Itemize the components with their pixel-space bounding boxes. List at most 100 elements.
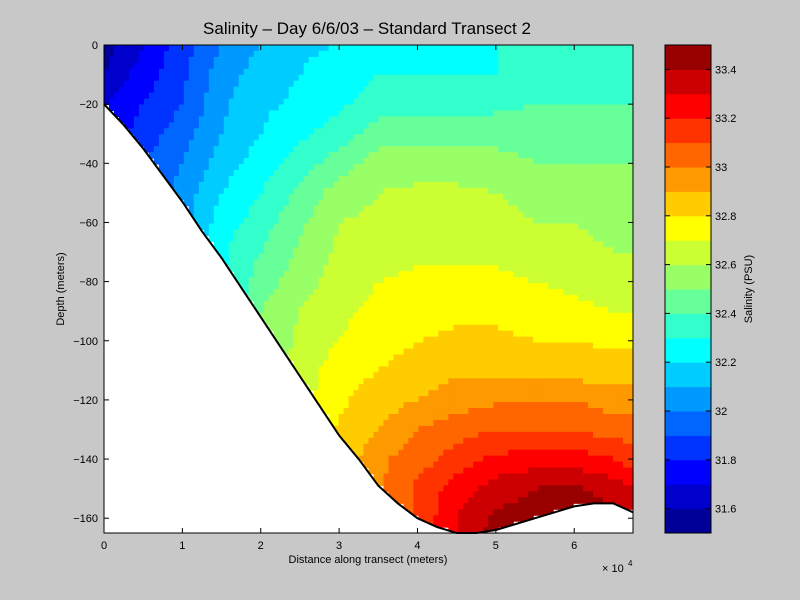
contour-cell — [293, 360, 300, 367]
contour-cell — [438, 372, 444, 379]
contour-cell — [423, 146, 429, 153]
contour-cell — [388, 134, 395, 141]
contour-cell — [508, 134, 514, 141]
contour-cell — [378, 289, 385, 296]
contour-cell — [243, 98, 250, 106]
contour-cell — [538, 152, 544, 159]
contour-cell — [283, 74, 290, 82]
contour-cell — [393, 152, 400, 159]
contour-cell — [398, 223, 405, 231]
contour-cell — [428, 455, 434, 463]
contour-cell — [238, 98, 245, 106]
contour-cell — [378, 449, 385, 457]
contour-cell — [443, 253, 449, 260]
contour-cell — [398, 366, 405, 373]
contour-cell — [508, 372, 514, 379]
contour-cell — [403, 205, 410, 213]
contour-cell — [468, 413, 474, 421]
contour-cell — [443, 467, 449, 475]
contour-cell — [483, 187, 489, 195]
contour-cell — [463, 491, 469, 498]
contour-cell — [468, 521, 474, 528]
contour-cell — [488, 384, 494, 391]
contour-cell — [518, 402, 524, 409]
contour-cell — [243, 289, 250, 296]
contour-cell — [503, 455, 509, 463]
contour-cell — [348, 56, 355, 64]
contour-cell — [353, 366, 360, 373]
contour-cell — [323, 247, 330, 254]
contour-cell — [108, 56, 115, 64]
contour-cell — [473, 128, 479, 135]
contour-cell — [408, 277, 415, 284]
contour-cell — [493, 241, 499, 248]
contour-cell — [358, 86, 365, 94]
contour-cell — [318, 271, 325, 278]
contour-cell — [343, 128, 350, 135]
contour-cell — [403, 56, 410, 64]
contour-cell — [173, 104, 180, 112]
contour-cell — [278, 283, 285, 290]
contour-cell — [493, 146, 499, 153]
contour-cell — [528, 384, 534, 391]
contour-cell — [403, 253, 410, 260]
contour-cell — [393, 181, 400, 189]
contour-cell — [478, 92, 484, 100]
contour-cell — [303, 50, 310, 58]
contour-cell — [523, 372, 529, 379]
contour-cell — [413, 372, 420, 379]
contour-cell — [293, 217, 300, 225]
contour-cell — [488, 86, 494, 94]
contour-cell — [403, 283, 410, 290]
contour-cell — [478, 390, 484, 397]
contour-cell — [523, 449, 529, 457]
contour-cell — [323, 283, 330, 290]
contour-cell — [383, 104, 390, 112]
contour-cell — [483, 378, 489, 385]
contour-cell — [308, 175, 315, 183]
contour-cell — [543, 485, 549, 492]
contour-cell — [283, 134, 290, 141]
contour-cell — [338, 419, 345, 427]
contour-cell — [313, 348, 320, 356]
contour-cell — [393, 425, 400, 433]
contour-cell — [428, 175, 434, 183]
contour-cell — [418, 74, 424, 82]
contour-cell — [104, 56, 110, 64]
contour-cell — [358, 342, 365, 350]
contour-cell — [158, 68, 165, 76]
contour-cell — [278, 110, 285, 118]
contour-cell — [518, 336, 524, 344]
contour-cell — [258, 271, 265, 278]
contour-cell — [348, 211, 355, 219]
contour-cell — [378, 455, 385, 463]
contour-cell — [543, 277, 549, 284]
contour-cell — [418, 187, 424, 195]
contour-cell — [483, 217, 489, 225]
contour-cell — [158, 86, 165, 94]
contour-cell — [228, 259, 235, 266]
contour-cell — [473, 449, 479, 457]
contour-cell — [498, 74, 504, 82]
contour-cell — [183, 152, 190, 159]
contour-cell — [298, 247, 305, 254]
contour-cell — [418, 289, 424, 296]
contour-cell — [523, 289, 529, 296]
contour-cell — [488, 306, 494, 314]
contour-cell — [458, 45, 464, 52]
contour-cell — [133, 134, 140, 141]
contour-cell — [408, 68, 415, 76]
contour-cell — [453, 217, 459, 225]
contour-cell — [368, 175, 375, 183]
contour-cell — [373, 56, 380, 64]
contour-cell — [533, 56, 539, 64]
contour-cell — [498, 437, 504, 445]
contour-cell — [328, 300, 335, 308]
contour-cell — [493, 187, 499, 195]
contour-cell — [458, 247, 464, 254]
contour-cell — [408, 402, 415, 409]
contour-cell — [463, 229, 469, 237]
contour-cell — [328, 253, 335, 260]
contour-cell — [403, 211, 410, 219]
contour-cell — [213, 181, 220, 189]
